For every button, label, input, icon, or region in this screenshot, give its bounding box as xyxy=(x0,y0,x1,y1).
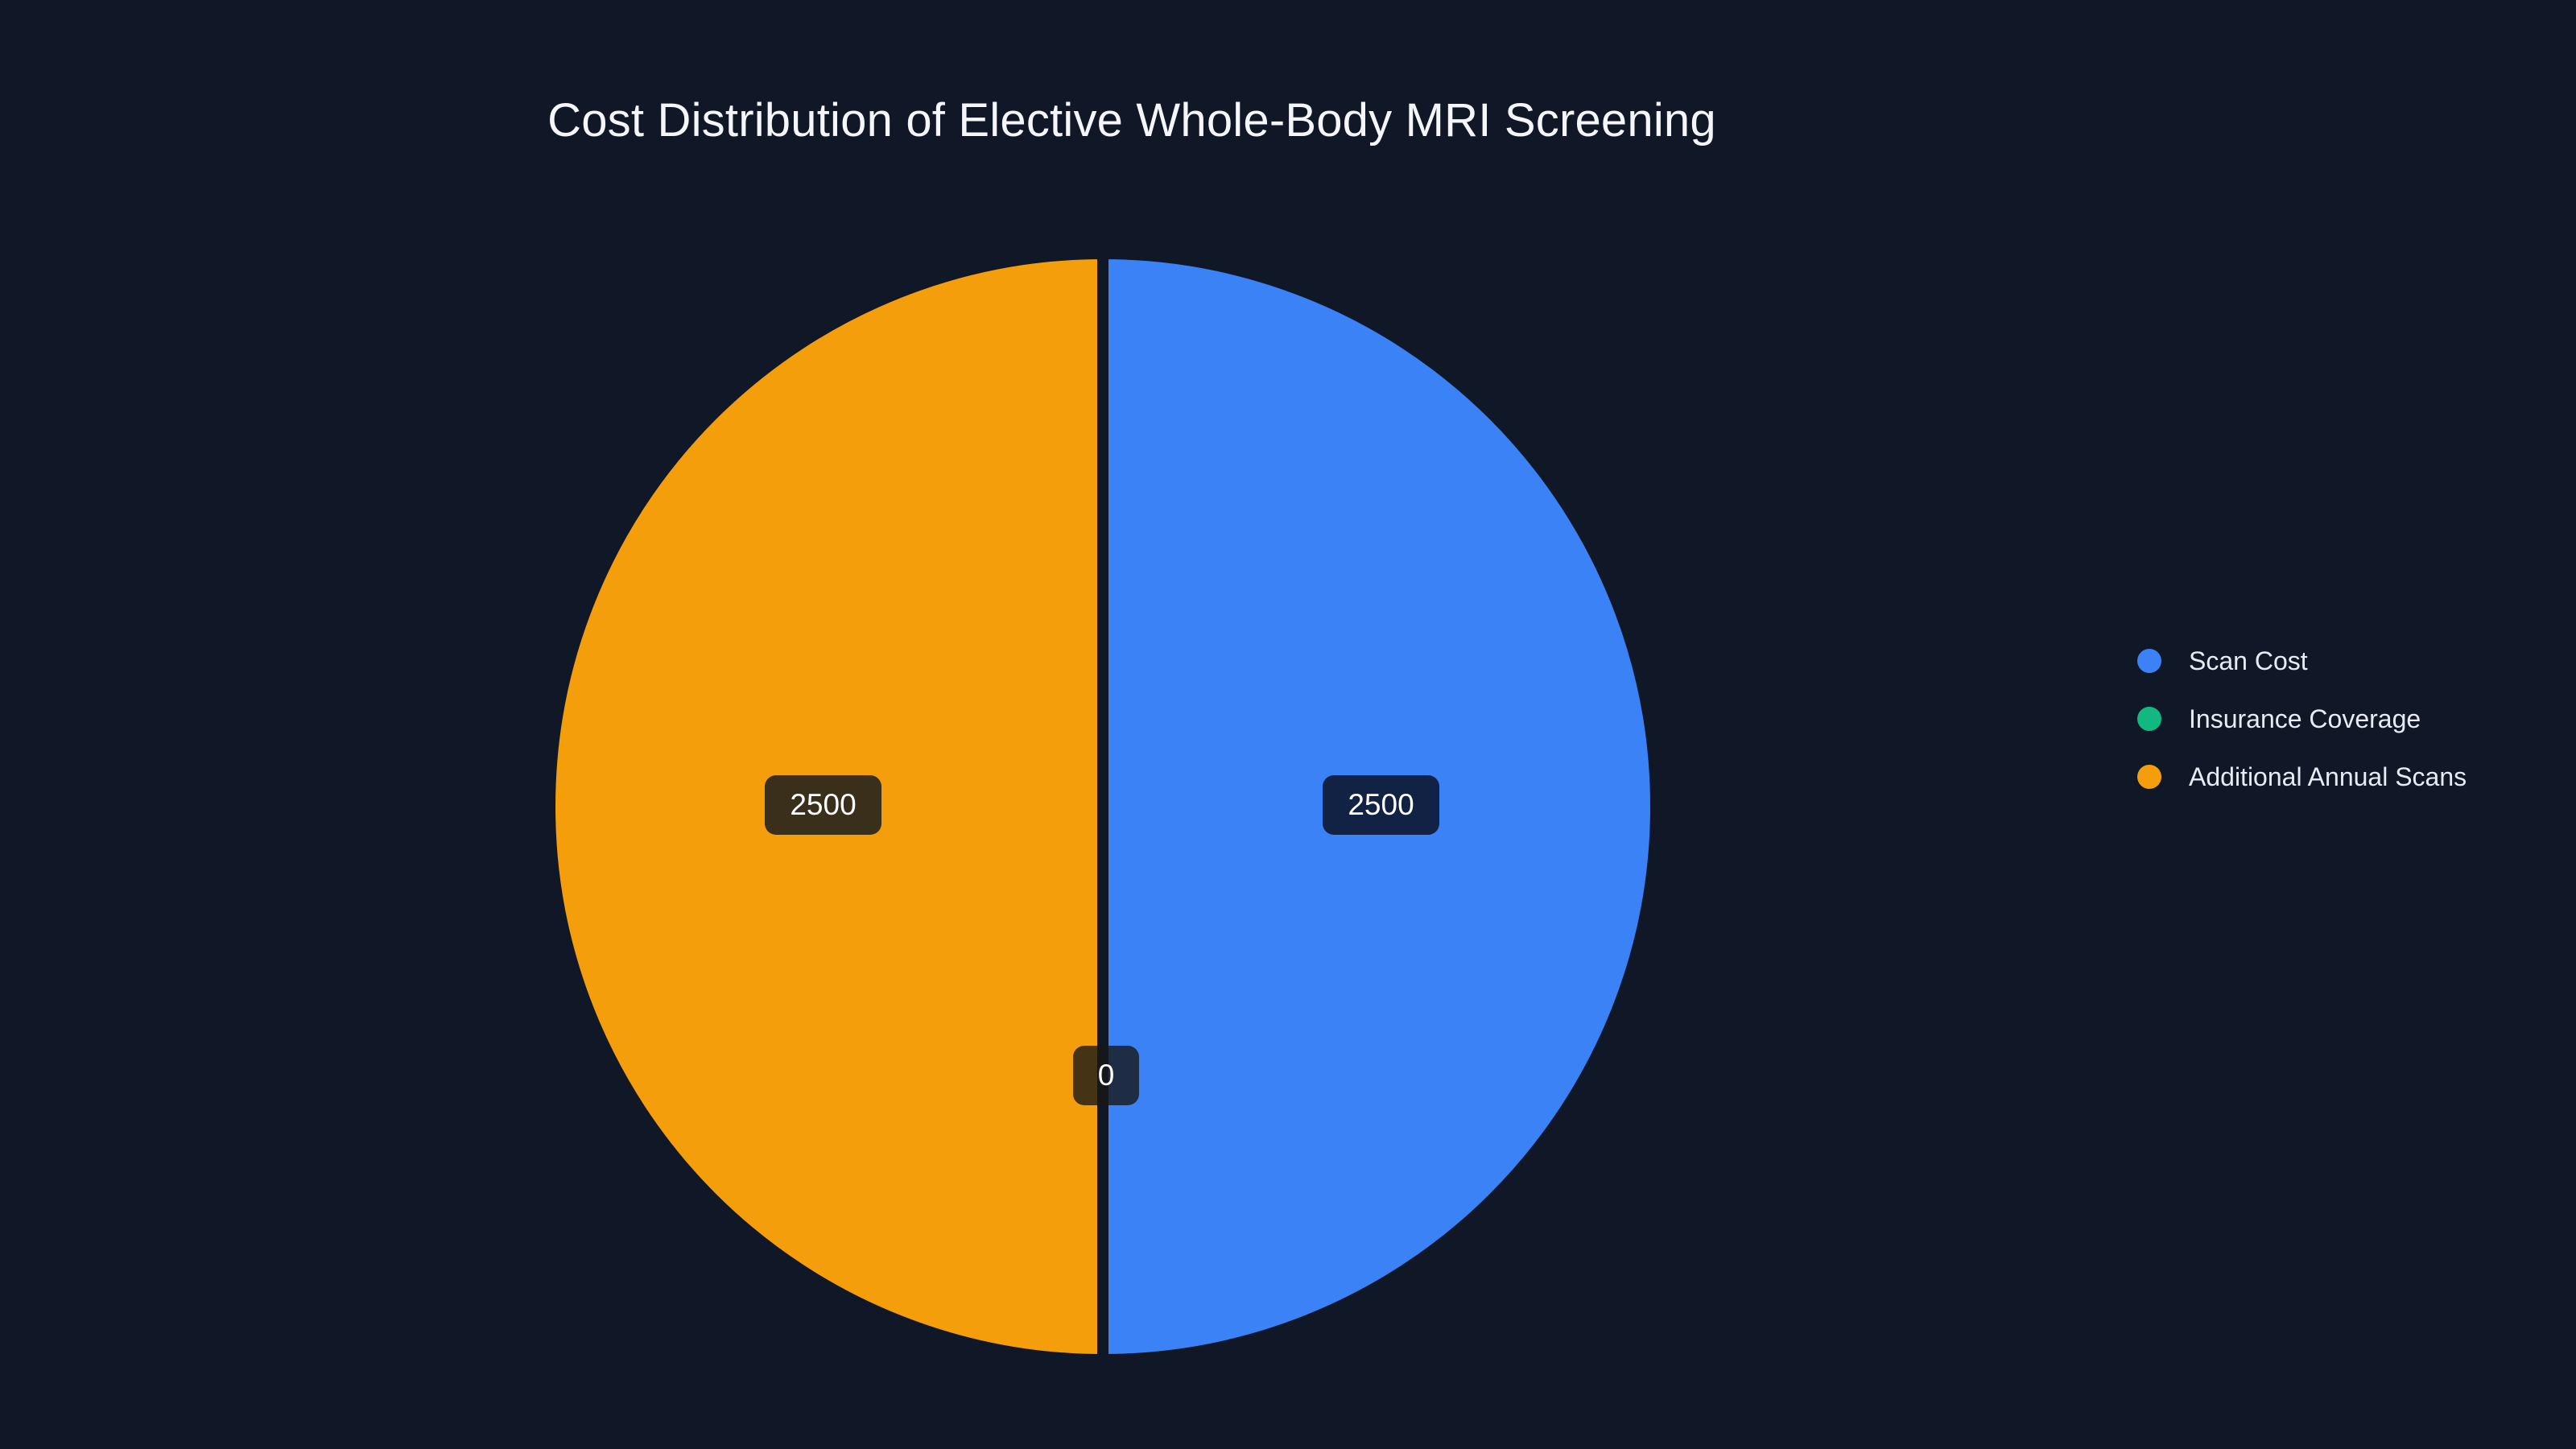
legend-label-additional-annual-scans: Additional Annual Scans xyxy=(2189,762,2467,791)
legend-label-insurance-coverage: Insurance Coverage xyxy=(2189,704,2421,733)
legend-item-insurance-coverage[interactable]: Insurance Coverage xyxy=(2137,702,2467,735)
legend-swatch-icon-insurance-coverage xyxy=(2137,706,2161,731)
legend-swatch-icon-scan-cost xyxy=(2137,648,2161,673)
pie-label-insurance-coverage: 0 xyxy=(1073,1046,1139,1105)
pie-label-additional-annual-scans: 2500 xyxy=(765,775,881,835)
legend-label-scan-cost: Scan Cost xyxy=(2189,646,2308,675)
pie-plot-area xyxy=(550,254,1656,1360)
pie-label-scan-cost: 2500 xyxy=(1323,775,1439,835)
legend-item-scan-cost[interactable]: Scan Cost xyxy=(2137,644,2467,677)
pie-svg xyxy=(550,254,1656,1360)
legend-swatch-icon-additional-annual-scans xyxy=(2137,764,2161,789)
legend: Scan Cost Insurance Coverage Additional … xyxy=(2137,644,2467,793)
page-title: Cost Distribution of Elective Whole-Body… xyxy=(547,94,1716,147)
legend-item-additional-annual-scans[interactable]: Additional Annual Scans xyxy=(2137,760,2467,793)
